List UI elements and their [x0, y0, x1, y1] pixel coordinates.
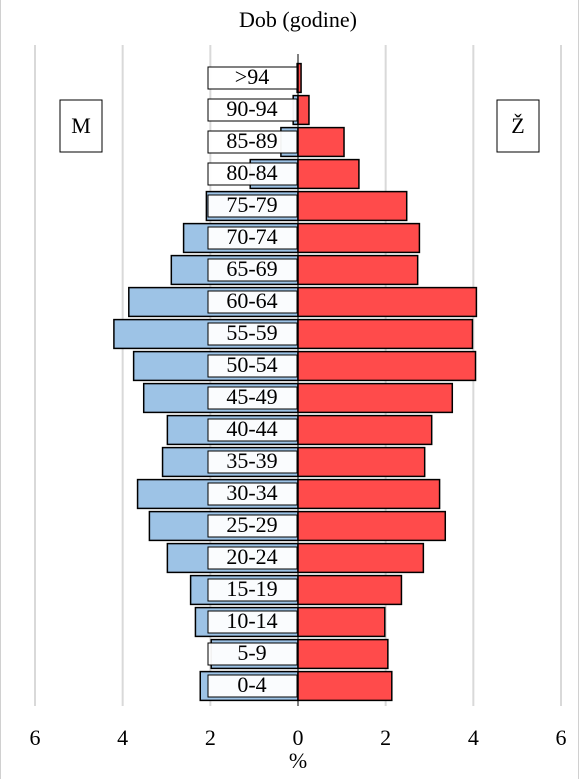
category-label: 10-14 [226, 608, 277, 633]
bar [297, 478, 441, 510]
bar [297, 158, 360, 190]
bar [297, 574, 403, 606]
category-label-box [207, 642, 298, 666]
category-label-box [207, 450, 298, 474]
category-label: 70-74 [226, 224, 277, 249]
bar [297, 542, 425, 574]
x-tick-label: 2 [380, 725, 391, 750]
legend-box [59, 99, 103, 153]
legend-label: M [71, 113, 91, 138]
bar [297, 510, 447, 542]
x-tick-label: 4 [468, 725, 479, 750]
category-label: 85-89 [226, 128, 277, 153]
category-label: 20-24 [226, 544, 277, 569]
legend-label: Ž [511, 113, 524, 138]
category-label: 5-9 [237, 640, 266, 665]
x-tick-label: 6 [556, 725, 567, 750]
x-tick-label: 6 [30, 725, 41, 750]
category-label-box [207, 578, 298, 602]
category-label-box [207, 226, 298, 250]
category-label-box [207, 354, 298, 378]
category-label-box [207, 546, 298, 570]
x-axis-label: % [289, 748, 307, 773]
bar [297, 446, 426, 478]
category-label: 30-34 [226, 480, 277, 505]
legend-box [496, 99, 540, 153]
bar [297, 670, 393, 702]
chart-title: Dob (godine) [239, 7, 357, 32]
bar [297, 254, 419, 286]
category-label: 90-94 [226, 96, 277, 121]
bar [297, 94, 310, 126]
bar [297, 222, 421, 254]
bar [297, 318, 474, 350]
category-label: 25-29 [226, 512, 277, 537]
category-label: 0-4 [237, 672, 266, 697]
category-label: 45-49 [226, 384, 277, 409]
category-label-box [207, 290, 298, 314]
category-label-box [207, 674, 298, 698]
category-label: 40-44 [226, 416, 277, 441]
category-label-box [207, 482, 298, 506]
bar [297, 638, 389, 670]
category-label: 15-19 [226, 576, 277, 601]
category-label-box [207, 418, 298, 442]
bar [297, 350, 477, 382]
category-label-box [207, 258, 298, 282]
bar [297, 382, 454, 414]
category-label-box [207, 322, 298, 346]
category-label: 65-69 [226, 256, 277, 281]
x-tick-label: 4 [117, 725, 128, 750]
bar [297, 286, 478, 318]
x-tick-label: 0 [293, 725, 304, 750]
category-label-box [207, 386, 298, 410]
category-label-box [207, 130, 298, 154]
category-label-box [207, 194, 298, 218]
category-label: 35-39 [226, 448, 277, 473]
x-tick-label: 2 [205, 725, 216, 750]
bar [297, 190, 408, 222]
category-label: 55-59 [226, 320, 277, 345]
category-label: 60-64 [226, 288, 277, 313]
category-label: 80-84 [226, 160, 277, 185]
category-label-box [207, 66, 298, 90]
category-label: 75-79 [226, 192, 277, 217]
bar [297, 606, 386, 638]
category-label-box [207, 98, 298, 122]
bar [297, 414, 433, 446]
category-label-box [207, 610, 298, 634]
category-label-box [207, 162, 298, 186]
bar [297, 126, 345, 158]
category-label-box [207, 514, 298, 538]
category-label: >94 [235, 64, 269, 89]
category-label: 50-54 [226, 352, 277, 377]
